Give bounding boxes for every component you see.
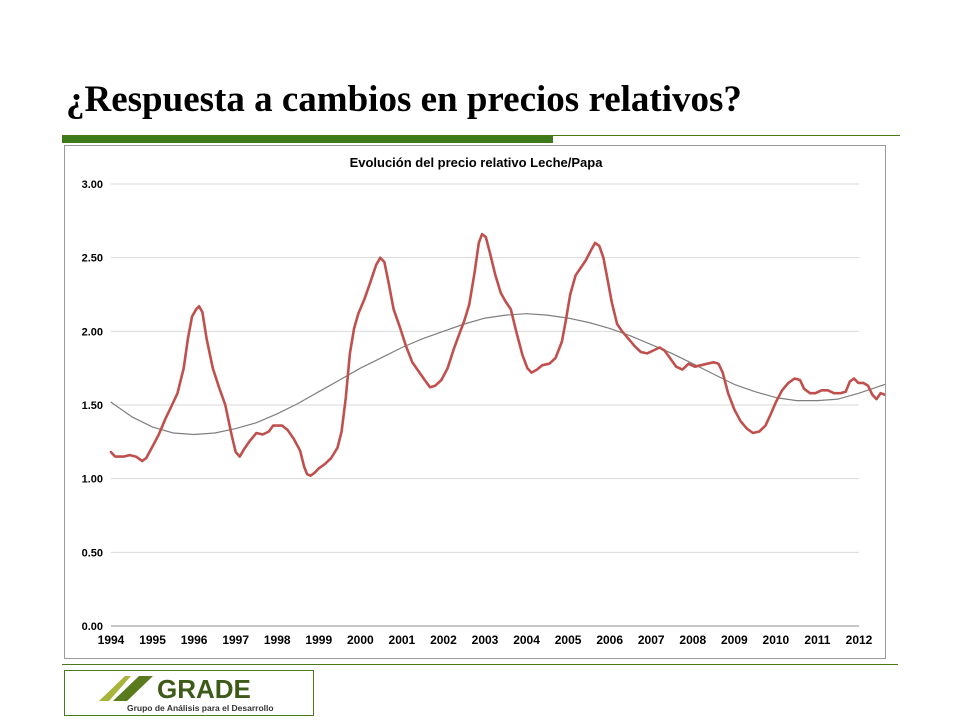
x-tick-label: 2012 (846, 633, 873, 647)
gridlines (111, 183, 859, 627)
x-tick-label: 2003 (472, 633, 499, 647)
logo-stripe-light (99, 676, 131, 701)
x-tick-label: 2004 (513, 633, 540, 647)
x-tick-label: 2009 (721, 633, 748, 647)
x-tick-label: 2000 (347, 633, 374, 647)
y-tick-label: 3.00 (82, 179, 103, 191)
x-tick-label: 1995 (139, 633, 166, 647)
y-tick-label: 2.50 (82, 253, 103, 265)
y-tick-label: 2.00 (82, 326, 103, 338)
footer-rule (62, 664, 898, 665)
y-tick-label: 0.50 (82, 547, 103, 559)
x-tick-label: 1997 (222, 633, 249, 647)
logo-wordmark: GRADE (157, 674, 251, 704)
title-underline-accent (62, 136, 553, 143)
line-chart: Evolución del precio relativo Leche/Papa… (82, 155, 885, 647)
title-underline-thin (62, 135, 900, 136)
logo-stripe-dark (113, 676, 153, 701)
logo-tagline: Grupo de Análisis para el Desarrollo (127, 703, 274, 713)
y-tick-label: 0.00 (82, 621, 103, 633)
grade-logo: GRADE Grupo de Análisis para el Desarrol… (64, 670, 314, 716)
y-axis-ticks: 0.00 0.50 1.00 1.50 2.00 2.50 3.00 (82, 179, 103, 633)
x-tick-label: 2001 (389, 633, 416, 647)
grade-logo-graphic: GRADE Grupo de Análisis para el Desarrol… (99, 674, 274, 713)
chart-frame: Evolución del precio relativo Leche/Papa… (64, 145, 886, 659)
series-line-trend (110, 313, 885, 436)
x-axis-ticks: 1994 1995 1996 1997 1998 1999 2000 2001 2002 2003… (98, 633, 873, 647)
x-tick-label: 1999 (305, 633, 332, 647)
y-tick-label: 1.50 (82, 400, 103, 412)
slide-title: ¿Respuesta a cambios en precios relativo… (66, 79, 742, 120)
x-tick-label: 2011 (804, 633, 830, 647)
x-tick-label: 2007 (638, 633, 665, 647)
chart-title: Evolución del precio relativo Leche/Papa (350, 155, 604, 170)
series-line-actual (109, 232, 885, 477)
x-tick-label: 1994 (98, 633, 125, 647)
x-tick-label: 2006 (596, 633, 623, 647)
x-tick-label: 2008 (679, 633, 706, 647)
x-tick-label: 2002 (430, 633, 457, 647)
series-group (109, 232, 885, 477)
x-tick-label: 1996 (181, 633, 208, 647)
x-tick-label: 2010 (763, 633, 790, 647)
x-tick-label: 1998 (264, 633, 291, 647)
x-tick-label: 2005 (555, 633, 582, 647)
y-tick-label: 1.00 (82, 474, 103, 486)
